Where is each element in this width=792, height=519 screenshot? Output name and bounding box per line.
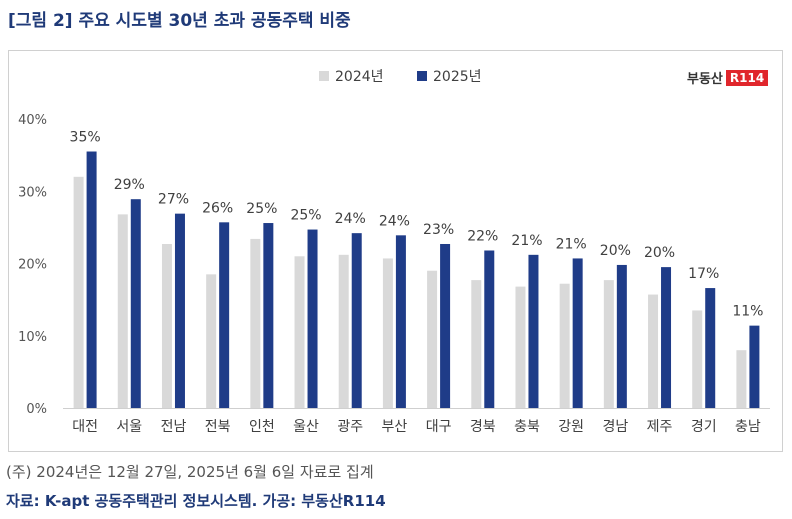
bar-2025	[484, 250, 495, 408]
x-tick-label: 충북	[514, 419, 540, 435]
data-label-2025: 25%	[290, 208, 321, 224]
x-tick-label: 경북	[470, 419, 496, 435]
bar-2024	[73, 176, 84, 408]
brand-badge: R114	[725, 69, 769, 86]
data-label-2025: 21%	[511, 233, 542, 249]
bar-2024	[603, 280, 614, 408]
y-tick-label: 0%	[26, 402, 47, 417]
brand-logo: 부동산 R114	[687, 68, 769, 87]
x-tick-label: 부산	[382, 419, 408, 435]
bar-2025	[395, 235, 406, 408]
data-label-2025: 29%	[114, 177, 145, 193]
bar-2024	[427, 270, 438, 408]
legend-label-2024: 2024년	[335, 69, 384, 85]
y-tick-label: 20%	[18, 258, 47, 273]
bar-2025	[661, 267, 672, 408]
data-label-2025: 23%	[423, 222, 454, 238]
bar-2025	[307, 229, 318, 408]
legend-item-2025: 2025년	[417, 66, 482, 86]
data-label-2025: 22%	[467, 228, 498, 244]
legend: 2024년 2025년	[0, 66, 792, 88]
legend-item-2024: 2024년	[319, 66, 384, 86]
bar-2025	[572, 258, 583, 408]
x-tick-label: 대전	[72, 419, 98, 435]
bar-2025	[616, 264, 627, 408]
bar-2024	[692, 310, 703, 408]
data-label-2025: 11%	[732, 304, 763, 320]
bar-2025	[440, 243, 451, 408]
data-label-2025: 20%	[600, 243, 631, 259]
legend-label-2025: 2025년	[433, 69, 482, 85]
bar-2024	[515, 286, 526, 408]
bar-2024	[117, 214, 128, 408]
bar-2024	[338, 254, 349, 408]
y-tick-label: 10%	[18, 330, 47, 345]
bar-2025	[219, 222, 230, 408]
chart-title: [그림 2] 주요 시도별 30년 초과 공동주택 비중	[8, 11, 351, 31]
data-label-2025: 17%	[688, 266, 719, 282]
bar-2025	[174, 213, 185, 408]
bar-2024	[471, 280, 482, 408]
data-label-2025: 20%	[644, 245, 675, 261]
bar-2025	[528, 254, 539, 408]
bar-2024	[294, 256, 305, 408]
data-label-2025: 21%	[556, 236, 587, 252]
legend-swatch-2025	[417, 71, 427, 81]
x-tick-label: 경기	[691, 419, 717, 435]
data-label-2025: 24%	[335, 211, 366, 227]
x-tick-label: 서울	[116, 419, 142, 435]
data-label-2025: 35%	[70, 130, 101, 146]
x-tick-label: 인천	[249, 419, 275, 435]
bar-2024	[648, 294, 659, 408]
bar-2024	[559, 283, 570, 408]
x-tick-label: 경남	[602, 419, 628, 435]
bar-2025	[86, 151, 97, 408]
bar-2025	[130, 199, 141, 408]
bar-2024	[382, 258, 393, 408]
data-label-2025: 26%	[202, 200, 233, 216]
x-tick-label: 전북	[205, 419, 231, 435]
bar-2025	[749, 325, 760, 408]
x-tick-label: 충남	[735, 419, 761, 435]
brand-text: 부동산	[687, 72, 723, 87]
x-tick-label: 강원	[558, 419, 584, 435]
bar-2025	[351, 233, 362, 408]
x-tick-label: 대구	[426, 419, 452, 435]
bar-2024	[736, 350, 747, 408]
bar-2024	[161, 243, 172, 408]
bar-2024	[250, 238, 261, 408]
data-label-2025: 27%	[158, 192, 189, 208]
source-line: 자료: K-apt 공동주택관리 정보시스템. 가공: 부동산R114	[6, 492, 386, 510]
x-tick-label: 전남	[161, 419, 187, 435]
x-tick-label: 울산	[293, 419, 319, 435]
data-label-2025: 24%	[379, 213, 410, 229]
x-tick-label: 제주	[647, 419, 673, 435]
legend-swatch-2024	[319, 71, 329, 81]
bar-2025	[705, 288, 716, 408]
bar-2024	[206, 274, 217, 408]
footnote: (주) 2024년은 12월 27일, 2025년 6월 6일 자료로 집계	[6, 463, 374, 481]
data-label-2025: 25%	[246, 201, 277, 217]
bar-2025	[263, 223, 274, 408]
y-tick-label: 40%	[18, 113, 47, 128]
x-tick-label: 광주	[337, 419, 363, 435]
y-tick-label: 30%	[18, 185, 47, 200]
